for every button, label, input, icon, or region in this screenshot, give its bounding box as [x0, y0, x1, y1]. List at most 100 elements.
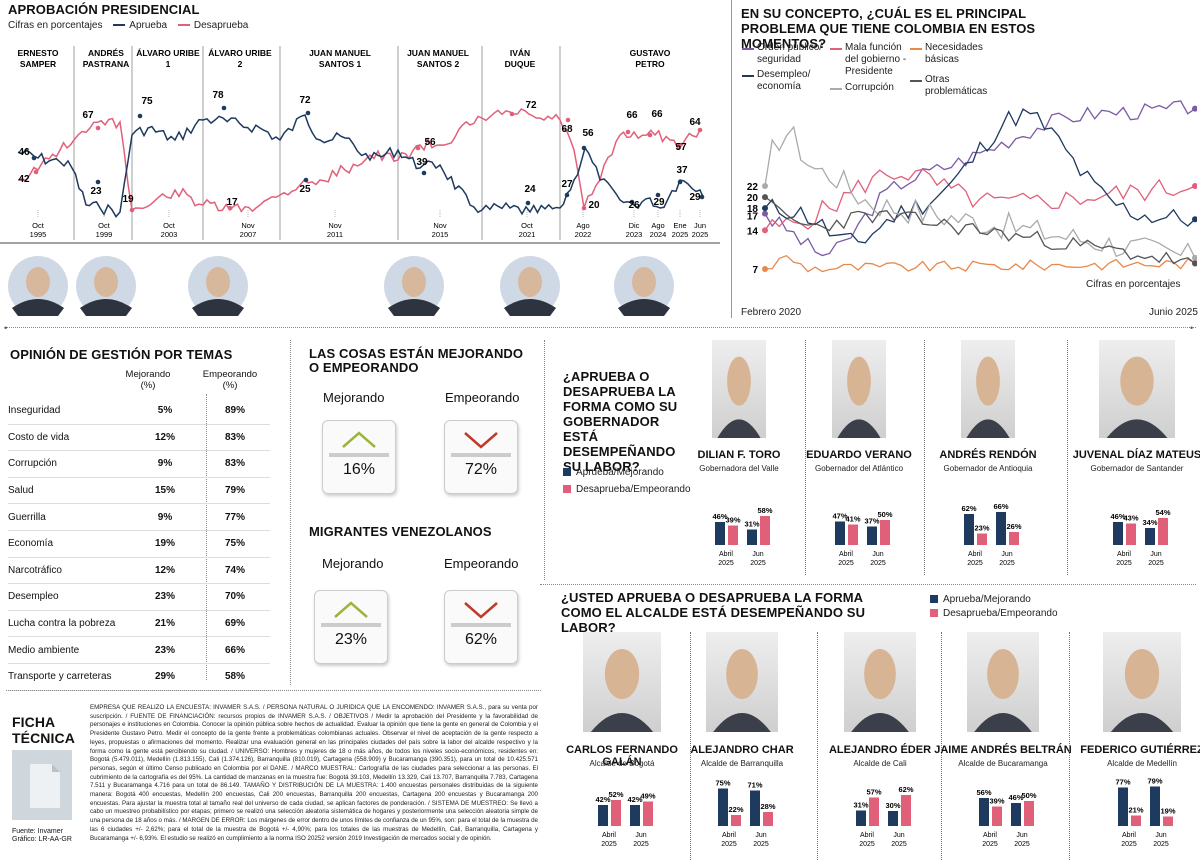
tema-name: Corrupción — [8, 450, 130, 478]
approval-bars: 46%39% Abril 2025 31% 58% Jun 2025 — [712, 506, 772, 567]
migrantes-worsening-label: Empeorando — [444, 556, 519, 571]
ficha-text: EMPRESA QUE REALIZÓ LA ENCUESTA: INVAMER… — [90, 704, 538, 842]
gestion-col-improving: Mejorando (%) — [125, 369, 171, 391]
approve-bar — [1011, 803, 1021, 826]
approve-value-label: 66% — [993, 502, 1008, 511]
disapprove-bar — [901, 795, 911, 826]
migrantes-worsening-gauge: 62% — [444, 590, 518, 664]
approval-bars: 62% 23% Abril 2025 66% 26% Jun 2025 — [961, 502, 1021, 567]
migrantes-improving-gauge: 23% — [314, 590, 388, 664]
approve-point — [421, 170, 427, 176]
legend-approve: Aprueba — [129, 20, 168, 31]
legend-orden: Orden público/ seguridad — [757, 42, 823, 65]
tema-name: Transporte y carreteras — [8, 663, 130, 691]
disapprove-value-label: 43% — [1123, 514, 1138, 523]
period-label: Abril 2025 — [721, 832, 737, 848]
portrait-photo — [706, 632, 778, 732]
problems-title: EN SU CONCEPTO, ¿CUÁL ES EL PRINCIPAL PR… — [741, 6, 1036, 51]
disapprove-data-label: 66 — [651, 109, 663, 120]
date-label: Ene 2025 — [672, 221, 689, 239]
gestion-title: OPINIÓN DE GESTIÓN POR TEMAS — [10, 347, 233, 362]
approve-point — [525, 200, 531, 206]
problem-series-line — [764, 196, 1196, 265]
tema-row: Salud 15% 79% — [8, 477, 270, 505]
approve-point — [95, 179, 101, 185]
disapprove-data-label: 56 — [424, 137, 436, 148]
disapprove-value-label: 39% — [989, 797, 1004, 806]
problem-end-point — [1192, 254, 1197, 261]
tema-row: Lucha contra la pobreza 21% 69% — [8, 610, 270, 638]
problem-start-label: 7 — [752, 265, 758, 276]
disapprove-data-label: 20 — [588, 200, 600, 211]
person-name: ALEJANDRO CHAR — [690, 744, 794, 756]
tema-row: Inseguridad 5% 89% — [8, 398, 270, 425]
portrait-photo — [844, 632, 916, 732]
period-label: Abril 2025 — [718, 551, 734, 567]
approve-value-label: 71% — [747, 781, 762, 790]
problem-series-line — [764, 108, 1196, 244]
approve-data-label: 72 — [299, 95, 311, 106]
approve-bar — [747, 529, 757, 545]
tema-worsening: 83% — [200, 450, 270, 478]
portrait-photo — [583, 632, 661, 732]
problem-start-point — [762, 210, 768, 217]
approve-point — [305, 110, 311, 116]
approval-bars: 46%43% Abril 2025 34%54% Jun 2025 — [1110, 508, 1170, 567]
approve-point — [564, 192, 570, 198]
tema-worsening: 69% — [200, 610, 270, 638]
president-name: JUAN MANUEL SANTOS 2 — [407, 48, 469, 69]
approve-data-label: 26 — [628, 200, 640, 211]
cosas-worsening-value: 72% — [464, 461, 498, 478]
period-label: Abril 2025 — [1121, 832, 1137, 848]
president-name: ÁLVARO URIBE 1 — [136, 48, 200, 69]
problem-end-point — [1192, 183, 1197, 190]
document-icon — [12, 750, 72, 820]
disapprove-bar — [763, 812, 773, 826]
legend-otras: Otras problemáticas — [925, 74, 988, 97]
date-label: Nov 2011 — [327, 221, 343, 239]
person-name: EDUARDO VERANO — [806, 449, 912, 461]
tema-worsening: 77% — [200, 503, 270, 531]
tema-worsening: 58% — [200, 663, 270, 691]
tema-improving: 9% — [130, 450, 200, 478]
cosas-worsening-gauge: 72% — [444, 420, 518, 494]
tema-row: Economía 19% 75% — [8, 530, 270, 558]
disapprove-value-label: 57% — [866, 788, 881, 797]
disapprove-bar — [1131, 815, 1141, 826]
period-label: Jun 2025 — [753, 832, 769, 848]
migrantes-worsening-value: 62% — [464, 631, 498, 648]
period-label: Jun 2025 — [1148, 551, 1164, 567]
approve-value-label: 79% — [1147, 777, 1162, 786]
approve-value-label: 77% — [1115, 778, 1130, 787]
president-name: GUSTAVO PETRO — [630, 48, 671, 69]
mayors-legend-disapprove: Desaprueba/Empeorando — [930, 608, 1058, 619]
period-label: Jun 2025 — [750, 551, 766, 567]
date-label: Ago 2022 — [575, 221, 592, 239]
migrantes-improving-value: 23% — [334, 631, 368, 648]
approve-data-label: 29 — [689, 192, 701, 203]
approve-bar — [888, 811, 898, 826]
disapprove-point — [565, 117, 571, 123]
disapprove-value-label: 39% — [725, 516, 740, 525]
problem-series-line — [764, 125, 1196, 259]
problem-series-line — [764, 100, 1196, 257]
person-name: JUVENAL DÍAZ MATEUS — [1072, 449, 1200, 461]
portrait-photo — [1103, 632, 1181, 732]
mayors-question: ¿USTED APRUEBA O DESAPRUEBA LA FORMA COM… — [561, 590, 866, 635]
legend-necesidades: Necesidades básicas — [925, 42, 983, 65]
tema-row: Medio ambiente 23% 66% — [8, 636, 270, 664]
tema-improving: 12% — [130, 424, 200, 452]
approve-bar — [867, 526, 877, 545]
disapprove-data-label: 67 — [82, 110, 94, 121]
disapprove-value-label: 50% — [1021, 791, 1036, 800]
portrait-photo — [967, 632, 1039, 732]
president-name: JUAN MANUEL SANTOS 1 — [309, 48, 371, 69]
approve-point — [221, 105, 227, 111]
approve-data-label: 27 — [561, 179, 573, 190]
period-label: Abril 2025 — [838, 551, 854, 567]
series-approve-line — [17, 114, 704, 218]
chevron-down-icon — [451, 432, 511, 457]
cosas-title: LAS COSAS ESTÁN MEJORANDO O EMPEORANDO — [309, 346, 524, 375]
period-label: Abril 2025 — [1116, 551, 1132, 567]
cosas-worsening-label: Empeorando — [445, 390, 520, 405]
